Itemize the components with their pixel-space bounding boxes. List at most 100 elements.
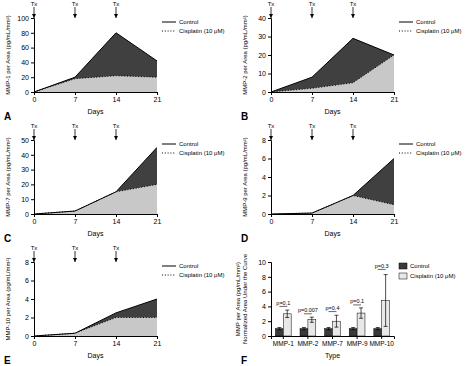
annotation-label: Tx [309, 1, 316, 7]
legend-item: Cisplatin (10 μM) [399, 28, 461, 34]
legend-label: Cisplatin (10 μM) [416, 28, 461, 34]
tick-mark [157, 336, 158, 339]
tick-label: 0 [262, 333, 266, 340]
tick-label: 2 [262, 318, 266, 325]
y-axis: 01020304050 [21, 137, 34, 218]
annotation-arrow [353, 7, 354, 18]
annotation-label: Tx [350, 1, 357, 7]
tick-mark [34, 92, 35, 95]
tick-mark [31, 281, 34, 282]
panel-label: A [4, 111, 11, 122]
legend-item: Cisplatin (10 μM) [162, 150, 224, 156]
tick-label: 7 [74, 340, 78, 347]
tick-mark [268, 336, 271, 337]
tick-label: 2 [25, 314, 29, 321]
tick: 8 [262, 137, 271, 144]
tick-label: 21 [391, 218, 399, 225]
legend-item: Control [162, 19, 198, 25]
tick-label: 100 [17, 15, 29, 22]
area-band [271, 38, 394, 92]
annotation-arrow [75, 129, 76, 140]
legend-swatch [399, 153, 413, 154]
tick: 14 [113, 336, 121, 347]
axis-domain [35, 93, 158, 96]
legend-item: Cisplatin (10 μM) [162, 272, 224, 278]
tick-label: 6 [25, 277, 29, 284]
tick-mark [357, 336, 358, 339]
tick-mark [268, 196, 271, 197]
annotation-label: Tx [309, 123, 316, 129]
annotation-arrow [34, 251, 35, 262]
series-line [34, 299, 157, 336]
legend: ControlCisplatin (10 μM) [162, 141, 224, 156]
legend-swatch [162, 275, 176, 276]
plot-area [34, 147, 157, 214]
tick-mark [31, 336, 34, 337]
series-line [271, 55, 394, 92]
panel-label: D [241, 233, 248, 244]
tick-mark [268, 177, 271, 178]
tick: 0 [262, 333, 271, 340]
tick: 40 [258, 15, 271, 22]
tick: 6 [262, 288, 271, 295]
tick-label: 7 [74, 96, 78, 103]
annotation-arrow [34, 129, 35, 140]
annotation-arrow [116, 7, 117, 18]
legend: ControlCisplatin (10 μM) [399, 263, 455, 279]
tick-mark [31, 18, 34, 19]
series-line [34, 184, 157, 214]
annotation-label: Tx [113, 245, 120, 251]
legend-item: Control [399, 19, 435, 25]
legend-swatch [162, 22, 176, 23]
tick: 50 [21, 137, 34, 144]
tick: 0 [25, 211, 34, 218]
y-axis-title-line: MMP-2 per Area (pg/mL/mm²) [242, 15, 248, 95]
tick: 0 [25, 89, 34, 96]
tick-label: 7 [311, 218, 315, 225]
tick-label: 0 [270, 218, 274, 225]
tick-label: 21 [154, 96, 162, 103]
error-bar [310, 317, 314, 322]
tick: 0 [33, 92, 37, 103]
tick-label: 14 [350, 218, 358, 225]
error-bar [359, 308, 363, 318]
tick-label: 21 [391, 96, 399, 103]
annotation-arrow [312, 7, 313, 18]
panel: 01020304050071421DaysMMP-7 per Area (pg/… [4, 123, 224, 244]
tick: 20 [258, 52, 271, 59]
tick: 0 [33, 336, 37, 347]
tick-label: 21 [154, 340, 162, 347]
legend-label: Cisplatin (10 μM) [179, 28, 224, 34]
error-bar [277, 327, 281, 329]
y-axis-title: MMP per Area (pg/mL/mm²)Normalized Area … [235, 253, 248, 344]
tick-label: MMP-1 [273, 340, 294, 347]
annotation-label: Tx [31, 245, 38, 251]
annotation-label: Tx [31, 123, 38, 129]
p-value-label: p=0.4 [326, 305, 340, 311]
annotation-label: Tx [113, 123, 120, 129]
area-band [34, 299, 157, 336]
tick-label: 0 [25, 89, 29, 96]
tick-label: 0 [270, 96, 274, 103]
tick-mark [31, 199, 34, 200]
x-axis: 0 7 14 21 [33, 336, 162, 347]
axis-domain [268, 19, 272, 93]
annotation-label: Tx [268, 1, 275, 7]
annotation-arrow [353, 129, 354, 140]
tick: 40 [21, 152, 34, 159]
tick-label: MMP-10 [369, 340, 394, 347]
p-value-bracket [304, 313, 312, 314]
tick: 10 [21, 196, 34, 203]
tick-label: 14 [113, 218, 121, 225]
y-axis-title-line: MMP per Area (pg/mL/mm²) [235, 262, 241, 336]
tick-mark [34, 214, 35, 217]
y-axis-title-line: Normalized Area Under the Curve [242, 253, 248, 344]
bar-series [283, 275, 389, 336]
tick-mark [157, 92, 158, 95]
x-axis: 071421 [270, 92, 399, 103]
tick: MMP-2 [297, 336, 318, 347]
annotation-label: Tx [72, 245, 79, 251]
tick-mark [268, 18, 271, 19]
axis-domain [31, 263, 35, 337]
annotation-arrow [75, 7, 76, 18]
